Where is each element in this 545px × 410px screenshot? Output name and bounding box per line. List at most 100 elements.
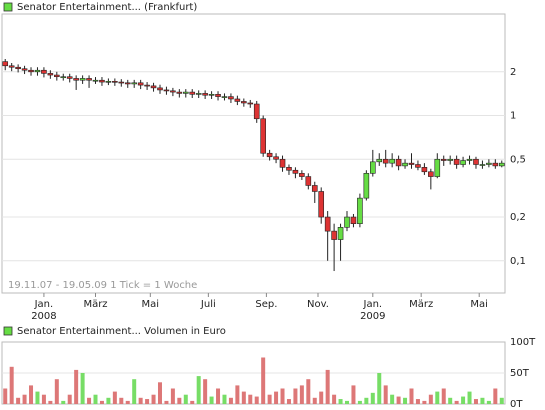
y-tick-label: 0T bbox=[510, 399, 523, 410]
candle-body bbox=[215, 94, 221, 97]
candle-body bbox=[318, 191, 325, 218]
volume-bar bbox=[351, 385, 356, 404]
candle-body bbox=[34, 69, 41, 73]
candle-body bbox=[415, 164, 421, 168]
candle-body bbox=[447, 158, 453, 161]
candle-body bbox=[266, 152, 273, 158]
candle-body bbox=[247, 102, 254, 105]
candle-body bbox=[408, 162, 415, 165]
candle-body bbox=[21, 68, 28, 71]
candle-body bbox=[376, 158, 383, 163]
candle-body bbox=[350, 216, 357, 224]
candle-body bbox=[273, 156, 279, 160]
volume-bar bbox=[390, 394, 395, 404]
volume-bar bbox=[216, 388, 221, 404]
volume-bar bbox=[415, 399, 420, 404]
y-tick-label: 2 bbox=[510, 67, 516, 78]
candle-body bbox=[208, 94, 215, 96]
volume-bar bbox=[3, 388, 8, 404]
candle-body bbox=[389, 158, 395, 164]
candle-body bbox=[434, 158, 441, 177]
candle-body bbox=[337, 227, 344, 240]
volume-bar bbox=[35, 391, 40, 404]
volume-bar bbox=[164, 400, 169, 404]
candle-body bbox=[357, 197, 363, 224]
candle-body bbox=[286, 167, 292, 171]
legend-swatch bbox=[3, 326, 13, 336]
volume-bar bbox=[299, 385, 304, 404]
candle-body bbox=[73, 78, 79, 81]
volume-bar bbox=[222, 394, 227, 404]
candle-body bbox=[105, 81, 112, 83]
legend-swatch bbox=[3, 2, 13, 12]
candle-body bbox=[60, 76, 67, 79]
volume-bar bbox=[151, 394, 156, 404]
candle-body bbox=[28, 69, 34, 73]
candle-body bbox=[473, 158, 479, 165]
candle-body bbox=[292, 169, 299, 174]
y-tick-label: 1 bbox=[510, 111, 516, 122]
volume-bar bbox=[132, 379, 137, 404]
volume-bar bbox=[383, 385, 388, 404]
volume-bar bbox=[332, 394, 337, 404]
candle-body bbox=[331, 230, 337, 240]
candle-body bbox=[395, 158, 402, 167]
volume-bar bbox=[196, 376, 201, 404]
volume-bar bbox=[209, 396, 214, 404]
candle-body bbox=[189, 91, 196, 95]
x-tick-label: Mai bbox=[470, 299, 488, 310]
volume-bar bbox=[357, 400, 362, 404]
candle-body bbox=[299, 173, 305, 177]
volume-bar bbox=[177, 397, 182, 404]
candle-body bbox=[460, 160, 466, 165]
volume-bar bbox=[106, 397, 111, 404]
volume-bar bbox=[235, 385, 240, 404]
candle-body bbox=[182, 91, 189, 94]
volume-bar bbox=[428, 394, 433, 404]
candle-body bbox=[466, 158, 473, 161]
candle-body bbox=[79, 78, 86, 81]
candle-body bbox=[86, 78, 92, 81]
volume-bar bbox=[119, 397, 124, 404]
y-tick-label: 100T bbox=[510, 337, 536, 348]
volume-bar bbox=[74, 369, 79, 404]
candle-body bbox=[344, 216, 350, 228]
candle-body bbox=[41, 69, 47, 74]
volume-bar bbox=[286, 399, 291, 404]
chart-title: Senator Entertainment... Volumen in Euro bbox=[17, 326, 226, 337]
volume-bar bbox=[403, 397, 408, 404]
volume-bar bbox=[293, 388, 298, 404]
candle-body bbox=[279, 158, 286, 168]
volume-bar bbox=[99, 400, 104, 404]
volume-bar bbox=[203, 379, 208, 404]
volume-bar bbox=[190, 400, 195, 404]
volume-bar bbox=[48, 400, 53, 404]
x-tick-label: Sep. bbox=[255, 299, 277, 310]
volume-bar bbox=[254, 396, 259, 404]
candle-body bbox=[428, 171, 434, 177]
candle-body bbox=[15, 66, 21, 70]
volume-bar bbox=[312, 397, 317, 404]
volume-bar bbox=[16, 397, 21, 404]
candle-body bbox=[492, 162, 499, 167]
candle-body bbox=[382, 158, 389, 164]
candle-body bbox=[234, 98, 241, 102]
candle-body bbox=[402, 162, 408, 167]
volume-bar bbox=[9, 366, 14, 404]
y-tick-label: 0,1 bbox=[510, 256, 526, 267]
candle-body bbox=[8, 65, 15, 68]
volume-bar bbox=[138, 397, 143, 404]
candle-body bbox=[47, 73, 54, 76]
volume-bar bbox=[22, 394, 27, 404]
volume-bar bbox=[170, 388, 175, 404]
x-tick-label: Juli bbox=[200, 299, 216, 310]
candle-body bbox=[440, 158, 447, 161]
volume-bar bbox=[112, 391, 117, 404]
candle-body bbox=[421, 167, 428, 173]
year-label: 2009 bbox=[360, 311, 385, 322]
candle-body bbox=[202, 93, 208, 96]
volume-bar bbox=[157, 382, 162, 404]
volume-bar bbox=[67, 394, 72, 404]
volume-bar bbox=[435, 391, 440, 404]
